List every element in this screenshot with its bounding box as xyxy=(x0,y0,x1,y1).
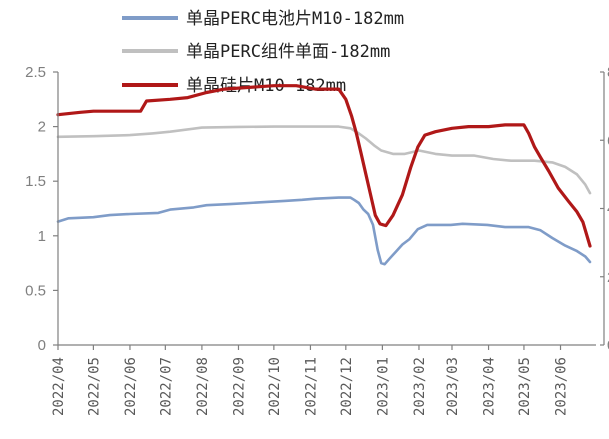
series-layer xyxy=(56,84,592,266)
x-tick-label: 2023/05 xyxy=(517,357,533,416)
axes: 0 0.5 1 1.5 2 2.5 0 2 4 6 8 2022/04 2022/05 2022/06 20… xyxy=(25,64,609,416)
x-tick-label: 2022/07 xyxy=(158,357,174,416)
right-tick-label: 6 xyxy=(607,132,609,149)
x-tick-label: 2023/06 xyxy=(554,357,570,416)
series-line-0 xyxy=(56,196,592,266)
left-tick-label: 1.5 xyxy=(25,173,46,190)
right-tick-label: 8 xyxy=(607,64,609,81)
right-tick-label: 0 xyxy=(607,337,609,354)
x-tick-label: 2022/04 xyxy=(51,357,67,416)
left-tick-label: 2.5 xyxy=(25,64,46,81)
left-tick-label: 0 xyxy=(38,337,46,354)
right-tick-label: 4 xyxy=(607,201,609,218)
x-tick-label: 2022/12 xyxy=(339,357,355,416)
left-tick-label: 2 xyxy=(38,119,46,136)
legend-label-1: 单晶PERC组件单面-182mm xyxy=(186,42,390,62)
right-tick-label: 2 xyxy=(607,269,609,286)
left-tick-label: 0.5 xyxy=(25,282,46,299)
x-tick-label: 2022/06 xyxy=(123,357,139,416)
series-line-1 xyxy=(56,125,592,195)
x-tick-label: 2022/08 xyxy=(195,357,211,416)
x-tick-label: 2022/09 xyxy=(231,357,247,416)
legend-label-0: 单晶PERC电池片M10-182mm xyxy=(186,9,404,29)
series-line-2 xyxy=(56,84,592,248)
x-tick-label: 2023/03 xyxy=(445,357,461,416)
legend: 单晶PERC电池片M10-182mm单晶PERC组件单面-182mm单晶硅片M1… xyxy=(122,9,404,96)
x-tick-label: 2022/10 xyxy=(267,357,283,416)
left-tick-label: 1 xyxy=(38,228,46,245)
x-tick-label: 2022/05 xyxy=(86,357,102,416)
x-tick-label: 2023/01 xyxy=(375,357,391,416)
x-tick-label: 2023/04 xyxy=(482,357,498,416)
x-tick-label: 2023/02 xyxy=(412,357,428,416)
x-tick-label: 2022/11 xyxy=(303,357,319,416)
